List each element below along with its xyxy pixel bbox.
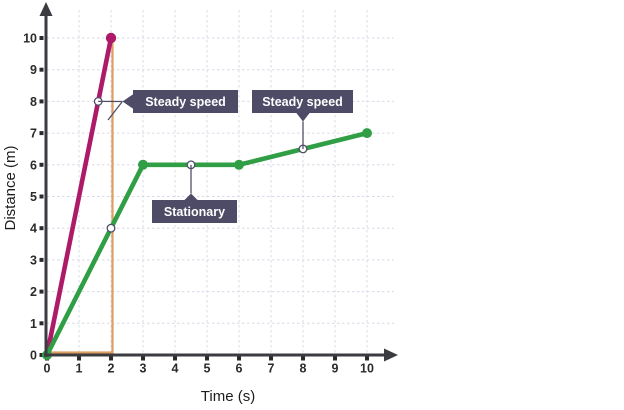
annotation-layer: Steady speed Stationary Steady speed	[98, 90, 353, 223]
grid-layer	[47, 10, 394, 355]
y-tick-label: 8	[30, 95, 37, 109]
y-tick-label: 0	[30, 349, 37, 363]
callout-pointer-icon	[122, 94, 134, 109]
x-tick	[365, 356, 369, 361]
x-tick-label: 9	[332, 362, 339, 376]
y-tick-label: 1	[30, 317, 37, 331]
x-tick-label: 5	[204, 362, 211, 376]
y-tick	[39, 162, 44, 167]
y-tick	[39, 321, 44, 326]
series-line-fast-object-steady-speed	[44, 35, 114, 358]
y-tick-label: 3	[30, 253, 37, 267]
y-tick	[39, 99, 44, 104]
x-tick	[301, 356, 305, 361]
callout-leader-tail	[107, 101, 123, 121]
series-dot-fast-object-steady-speed	[105, 32, 117, 44]
y-tick	[39, 289, 44, 294]
y-tick	[39, 67, 44, 72]
x-tick-label: 3	[140, 362, 147, 376]
series-dot-slow-object-three-phases	[362, 128, 372, 139]
series-dot-slow-object-three-phases	[234, 159, 244, 170]
x-tick-label: 8	[300, 362, 307, 376]
y-tick-label: 10	[23, 32, 37, 46]
tick-layer: 0 1 2 3 4 5 6 7 8 9 10 0 1 2 3 4 5 6 7 8 9 10	[23, 32, 374, 376]
x-axis-title: Time (s)	[201, 388, 255, 405]
x-tick-label: 7	[268, 362, 275, 376]
x-tick-label: 10	[360, 362, 374, 376]
y-tick	[39, 257, 44, 262]
callout-box	[252, 90, 353, 113]
callout-box	[152, 200, 237, 223]
y-tick-label: 7	[30, 127, 37, 141]
callout-label-2: Stationary	[164, 205, 225, 219]
callout-box	[133, 90, 238, 113]
x-tick	[269, 356, 273, 361]
rise-run-guide	[47, 38, 114, 354]
x-tick	[141, 356, 145, 361]
x-axis-arrow-icon	[384, 348, 398, 362]
y-tick-label: 2	[30, 285, 37, 299]
x-tick-label: 1	[76, 362, 83, 376]
y-tick-label: 5	[30, 190, 37, 204]
y-tick	[39, 226, 44, 231]
x-tick	[173, 356, 177, 361]
x-tick-label: 0	[44, 362, 51, 376]
x-tick	[205, 356, 209, 361]
y-tick	[39, 353, 44, 357]
callout-label-3: Steady speed	[262, 95, 343, 109]
callout-pointer-icon	[184, 193, 198, 201]
callout-pointer-icon	[296, 112, 310, 122]
x-tick	[77, 356, 81, 361]
axes	[39, 2, 398, 362]
series-dot-slow-object-three-phases	[138, 159, 148, 170]
y-tick	[39, 131, 44, 136]
x-tick-label: 6	[236, 362, 243, 376]
y-tick-label: 6	[30, 158, 37, 172]
x-tick	[237, 356, 241, 361]
y-tick	[39, 36, 44, 40]
y-axis-title: Distance (m)	[2, 145, 19, 230]
x-tick	[109, 356, 113, 361]
x-tick	[333, 356, 337, 361]
open-point-marker	[106, 223, 116, 233]
x-tick-label: 2	[108, 362, 115, 376]
callout-label-1: Steady speed	[145, 95, 226, 109]
y-tick-label: 9	[30, 63, 37, 77]
y-tick	[39, 194, 44, 199]
y-tick-label: 4	[30, 222, 37, 236]
x-tick-label: 4	[172, 362, 179, 376]
y-axis-arrow-icon	[39, 2, 53, 16]
